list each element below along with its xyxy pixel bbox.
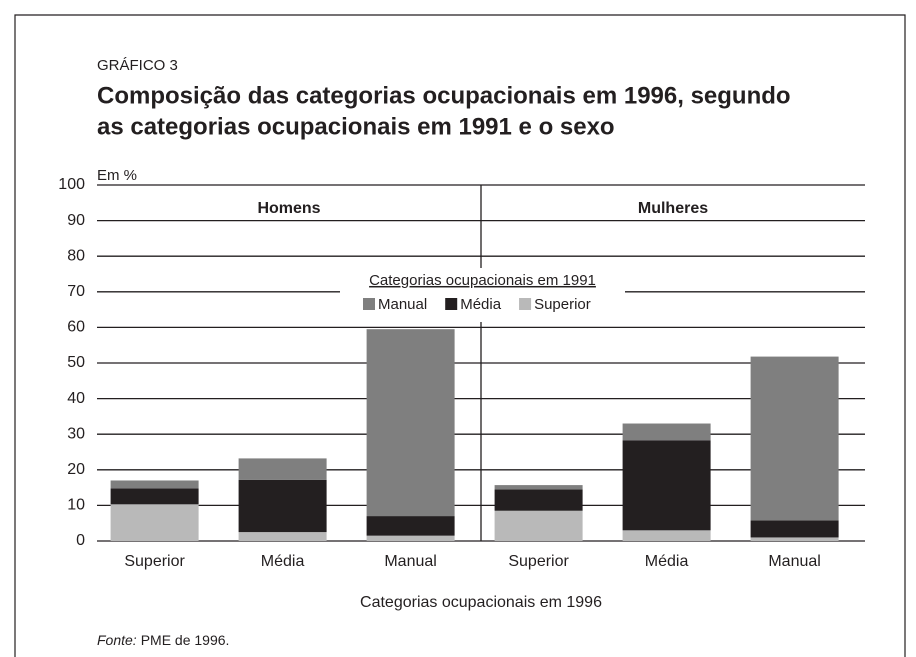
bar-segment: [238, 532, 327, 541]
bar-segment: [750, 356, 839, 521]
bar-segment: [110, 488, 199, 505]
legend-swatch: [363, 298, 375, 310]
panel-title: Homens: [257, 200, 320, 217]
x-tick-label: Manual: [384, 553, 436, 570]
legend-label: Manual: [378, 296, 427, 313]
bar-segment: [366, 516, 455, 536]
legend-swatch: [519, 298, 532, 310]
bar-segment: [622, 530, 711, 541]
y-tick-label: 50: [67, 354, 85, 371]
chart-title: as categorias ocupacionais em 1991 e o s…: [97, 113, 615, 140]
bar-segment: [750, 537, 839, 541]
source-label: Fonte:: [97, 632, 137, 648]
x-tick-label: Média: [645, 553, 689, 570]
source-text: PME de 1996.: [141, 632, 230, 648]
panel-title: Mulheres: [638, 200, 708, 217]
bar-segment: [366, 535, 455, 541]
y-tick-label: 70: [67, 283, 85, 300]
x-tick-label: Média: [261, 553, 305, 570]
x-tick-label: Superior: [508, 553, 569, 570]
bar-segment: [366, 329, 455, 517]
y-axis-label: Em %: [97, 167, 137, 184]
y-tick-label: 40: [67, 390, 85, 407]
kicker: GRÁFICO 3: [97, 57, 178, 74]
y-tick-label: 60: [67, 319, 85, 336]
legend-label: Média: [460, 296, 502, 313]
frame: [14, 14, 906, 657]
bar-segment: [110, 504, 199, 541]
y-tick-label: 80: [67, 247, 85, 264]
legend-label: Superior: [534, 296, 591, 313]
x-tick-label: Manual: [768, 553, 820, 570]
chart-title: Composição das categorias ocupacionais e…: [97, 82, 791, 109]
legend: Categorias ocupacionais em 1991 Manual Méd…: [340, 268, 625, 322]
bar-segment: [750, 520, 839, 538]
y-tick-label: 30: [67, 425, 85, 442]
legend-box: [340, 268, 625, 322]
bar-segment: [622, 440, 711, 531]
bar-segment: [494, 510, 583, 541]
y-tick-label: 10: [67, 497, 85, 514]
bar-segment: [110, 480, 199, 489]
y-tick-label: 20: [67, 461, 85, 478]
bar-segment: [494, 489, 583, 511]
y-tick-label: 100: [58, 176, 85, 193]
legend-title: Categorias ocupacionais em 1991: [369, 272, 596, 289]
x-tick-label: Superior: [124, 553, 185, 570]
bar-segment: [238, 458, 327, 480]
legend-swatch: [445, 298, 458, 310]
bar-segment: [238, 479, 327, 533]
y-tick-label: 0: [76, 532, 85, 549]
y-tick-label: 90: [67, 212, 85, 229]
x-axis-label: Categorias ocupacionais em 1996: [360, 594, 602, 611]
bar-segment: [622, 423, 711, 441]
bar-segment: [494, 485, 583, 490]
source: Fonte: PME de 1996.: [97, 632, 229, 648]
